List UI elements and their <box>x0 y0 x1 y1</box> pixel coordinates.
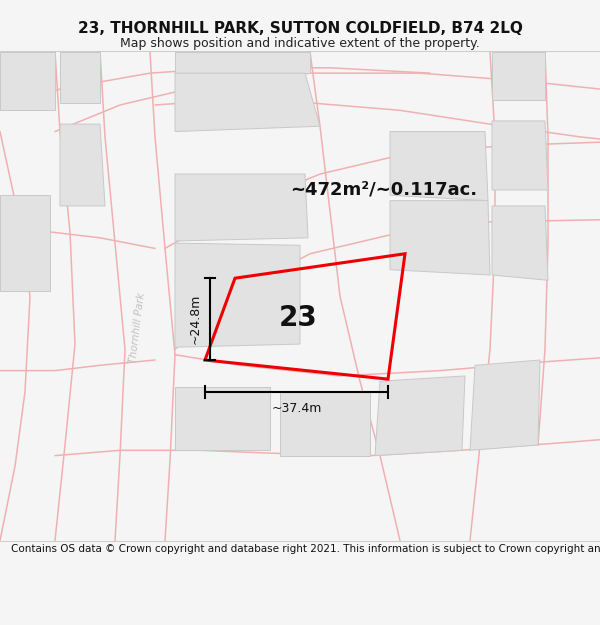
Text: ~37.4m: ~37.4m <box>271 402 322 416</box>
Polygon shape <box>470 360 540 450</box>
Text: Map shows position and indicative extent of the property.: Map shows position and indicative extent… <box>120 37 480 49</box>
Polygon shape <box>175 243 300 348</box>
Polygon shape <box>60 52 100 103</box>
Polygon shape <box>0 52 55 110</box>
Polygon shape <box>492 52 545 99</box>
Polygon shape <box>390 131 488 201</box>
Polygon shape <box>175 73 320 131</box>
Polygon shape <box>390 201 490 275</box>
Text: ~24.8m: ~24.8m <box>189 294 202 344</box>
Polygon shape <box>175 386 270 450</box>
Text: ~472m²/~0.117ac.: ~472m²/~0.117ac. <box>290 181 477 199</box>
Polygon shape <box>492 206 548 280</box>
Polygon shape <box>375 376 465 456</box>
Text: Thornhill Park: Thornhill Park <box>128 292 146 364</box>
Polygon shape <box>0 195 50 291</box>
Polygon shape <box>175 52 310 73</box>
Polygon shape <box>280 392 370 456</box>
Text: Contains OS data © Crown copyright and database right 2021. This information is : Contains OS data © Crown copyright and d… <box>11 544 600 554</box>
Polygon shape <box>175 174 308 241</box>
Text: 23: 23 <box>279 304 317 332</box>
Polygon shape <box>492 121 548 190</box>
Polygon shape <box>60 124 105 206</box>
Text: 23, THORNHILL PARK, SUTTON COLDFIELD, B74 2LQ: 23, THORNHILL PARK, SUTTON COLDFIELD, B7… <box>77 21 523 36</box>
